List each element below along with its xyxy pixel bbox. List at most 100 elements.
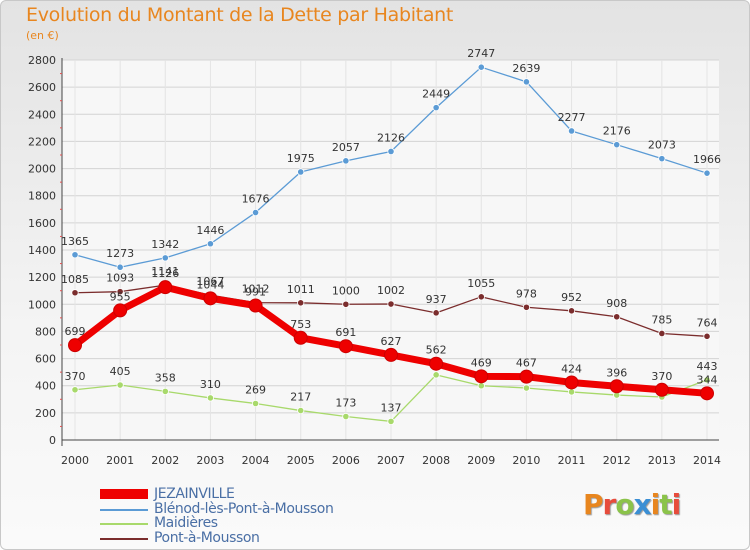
y-tick-label: 2000 xyxy=(28,163,56,176)
data-label: 1012 xyxy=(242,283,270,296)
y-tick-label: 0 xyxy=(49,434,56,447)
data-point xyxy=(477,63,485,71)
x-tick-label: 2002 xyxy=(151,454,179,467)
data-label: 1093 xyxy=(106,272,134,285)
data-point xyxy=(203,291,218,306)
data-point xyxy=(161,254,169,262)
chart-subtitle: (en €) xyxy=(26,29,59,42)
data-label: 269 xyxy=(245,383,266,396)
chart-title: Evolution du Montant de la Dette par Hab… xyxy=(26,4,454,26)
logo-letter: o xyxy=(615,488,634,521)
legend-label: Maidières xyxy=(154,515,218,531)
data-label: 1044 xyxy=(196,278,224,291)
legend-label: JEZAINVILLE xyxy=(154,486,235,502)
data-point xyxy=(613,141,621,149)
data-point xyxy=(113,303,128,318)
x-tick-label: 2000 xyxy=(61,454,89,467)
x-tick-label: 2010 xyxy=(512,454,540,467)
data-label: 358 xyxy=(155,371,176,384)
data-label: 991 xyxy=(245,286,266,299)
data-point xyxy=(116,288,124,296)
data-point xyxy=(251,208,260,217)
data-point xyxy=(206,240,215,248)
y-tick-label: 200 xyxy=(35,407,56,420)
data-label: 467 xyxy=(516,357,537,370)
x-tick-label: 2005 xyxy=(287,454,315,467)
data-label: 370 xyxy=(65,370,86,383)
data-point xyxy=(297,406,305,415)
logo-letter: t xyxy=(659,488,672,521)
data-point xyxy=(68,338,82,353)
data-label: 1975 xyxy=(287,152,315,165)
legend-label: Blénod-lès-Pont-à-Mousson xyxy=(154,500,334,517)
x-tick-label: 2013 xyxy=(648,454,676,467)
y-tick-label: 1800 xyxy=(28,190,56,203)
logo-letter: P xyxy=(583,488,604,521)
series-bl-nod-l-s-pont-mousson xyxy=(71,63,711,271)
data-point xyxy=(609,379,624,394)
x-tick-label: 2012 xyxy=(603,454,631,467)
x-tick-label: 2001 xyxy=(106,454,134,467)
data-label: 627 xyxy=(381,335,402,348)
y-tick-label: 800 xyxy=(35,325,56,338)
data-point xyxy=(658,155,666,163)
data-label: 978 xyxy=(516,287,537,300)
data-label: 1002 xyxy=(377,284,405,297)
data-point xyxy=(567,388,576,396)
data-label: 1676 xyxy=(242,193,270,206)
x-tick-label: 2006 xyxy=(332,454,360,467)
data-point xyxy=(297,299,305,307)
logo-letter: i xyxy=(650,488,661,521)
data-label: 173 xyxy=(335,397,356,410)
data-label: 2057 xyxy=(332,141,360,154)
x-tick-label: 2003 xyxy=(196,454,224,467)
data-point xyxy=(161,387,169,396)
data-label: 2073 xyxy=(648,139,676,152)
legend-swatch xyxy=(100,523,148,525)
data-label: 405 xyxy=(110,365,131,378)
data-label: 370 xyxy=(651,370,672,383)
x-tick-label: 2014 xyxy=(693,454,721,467)
data-label: 1067 xyxy=(196,275,224,288)
data-point xyxy=(658,329,666,338)
data-label: 908 xyxy=(606,297,627,310)
data-point xyxy=(248,298,263,313)
data-label: 1126 xyxy=(151,267,179,280)
data-point xyxy=(158,280,173,295)
y-tick-label: 600 xyxy=(35,353,56,366)
legend-swatch xyxy=(100,508,148,511)
data-label: 469 xyxy=(471,356,492,369)
y-tick-label: 1200 xyxy=(28,271,56,284)
y-tick-label: 1400 xyxy=(28,244,56,257)
logo-letter: x xyxy=(633,488,652,521)
data-point xyxy=(567,127,576,135)
data-point xyxy=(519,369,534,384)
data-label: 310 xyxy=(200,378,221,391)
proxiti-logo: Proxiti xyxy=(583,488,682,521)
data-point xyxy=(342,412,350,421)
data-point xyxy=(293,330,308,345)
data-point xyxy=(522,384,531,392)
data-point xyxy=(71,386,79,394)
data-label: 344 xyxy=(697,373,718,386)
data-point xyxy=(116,381,124,389)
data-label: 1342 xyxy=(151,238,179,251)
data-point xyxy=(297,168,305,176)
legend-swatch xyxy=(100,489,148,499)
data-point xyxy=(522,303,531,311)
data-point xyxy=(432,309,440,317)
data-point xyxy=(71,289,79,297)
data-point xyxy=(613,313,621,321)
data-label: 2277 xyxy=(558,111,586,124)
y-tick-label: 2800 xyxy=(28,54,56,67)
x-tick-label: 2009 xyxy=(467,454,495,467)
data-point xyxy=(342,157,350,165)
data-point xyxy=(387,417,395,426)
logo-letter: i xyxy=(671,488,682,521)
legend-label: Pont-à-Mousson xyxy=(154,529,260,546)
y-tick-label: 400 xyxy=(35,380,56,393)
data-label: 955 xyxy=(110,290,131,303)
data-label: 1966 xyxy=(693,153,721,166)
data-label: 785 xyxy=(651,313,672,326)
